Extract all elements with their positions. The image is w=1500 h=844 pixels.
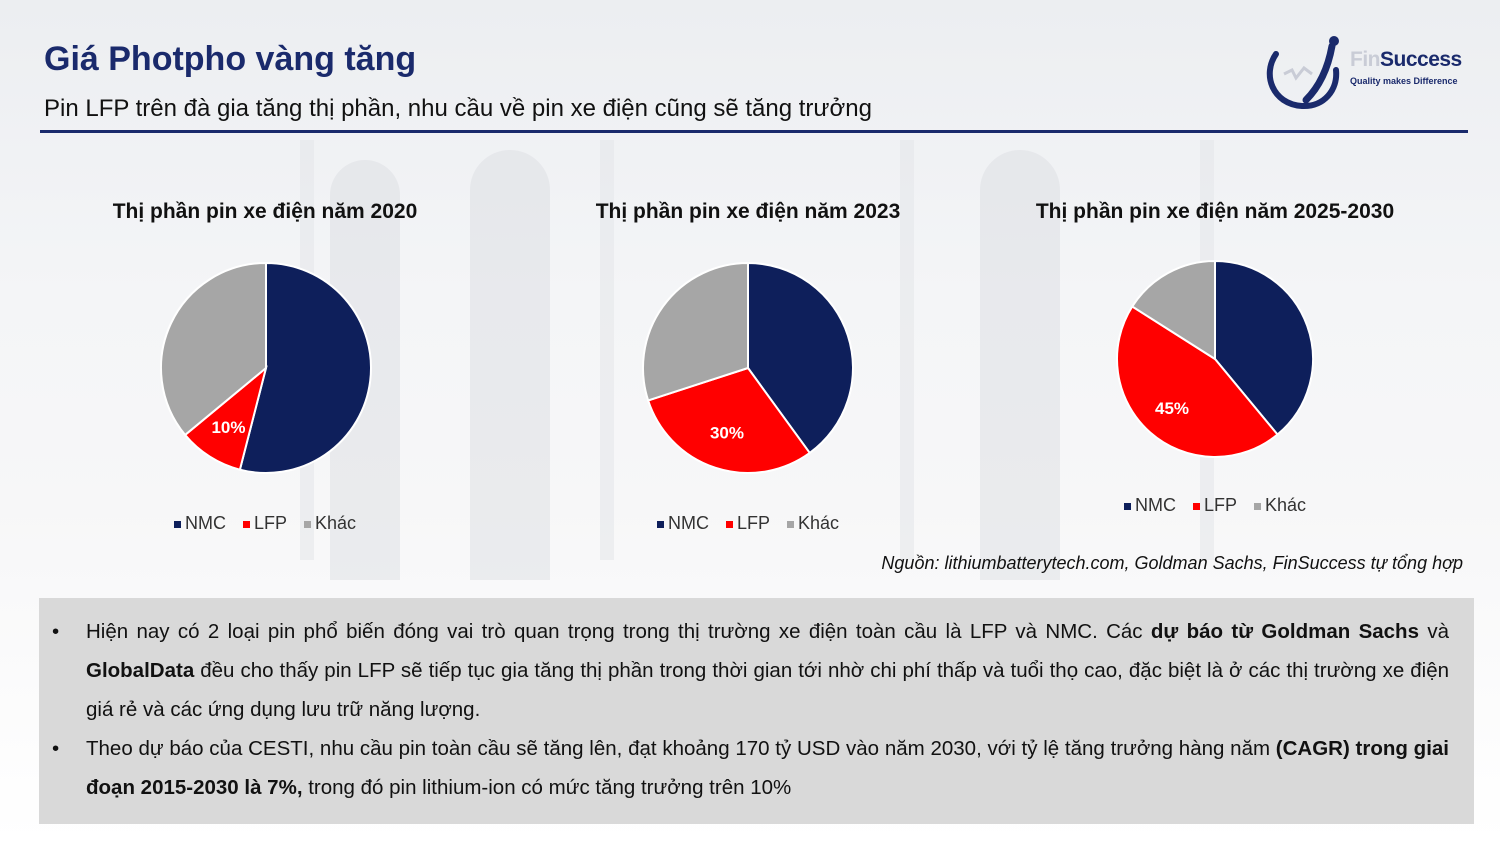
key-point-text: trong đó pin lithium-ion có mức tăng trư… [302,776,792,799]
legend-swatch-lfp [242,520,250,528]
key-point: • Hiện nay có 2 loại pin phổ biến đóng v… [52,612,1449,729]
legend-swatch-nmc [173,520,181,528]
chart-legend: NMC LFP Khác [1030,495,1400,516]
key-point: • Theo dự báo của CESTI, nhu cầu pin toà… [52,729,1449,807]
legend-item-nmc: NMC [656,513,709,534]
chart-legend: NMC LFP Khác [578,513,918,534]
legend-swatch-lfp [1192,502,1200,510]
page-title: Giá Photpho vàng tăng [44,40,417,78]
background-window-frame [900,140,914,560]
pie-slice-lfp [1116,305,1279,458]
key-point-emphasis: (CAGR) trong giai đoạn 2015-2030 là 7%, [86,737,1449,799]
key-point-emphasis: dự báo từ Goldman Sachs [1150,620,1419,643]
pie-data-label: 10% [211,418,245,437]
pie-slice-lfp [646,366,812,474]
legend-label: Khác [315,513,357,533]
legend-label: NMC [184,513,226,533]
legend-item-khac: Khác [787,513,839,534]
pie-slice-nmc [238,261,372,474]
logo-tagline: Quality makes Difference [1350,76,1458,86]
logo-wordmark: FinSuccess [1350,48,1462,72]
legend-item-khac: Khác [1254,495,1306,516]
key-point-emphasis: GlobalData [86,659,195,682]
pie-slice-nmc [747,261,854,455]
key-point-text: Hiện nay có 2 loại pin phổ biến đóng vai… [86,620,1151,643]
chart-legend: NMC LFP Khác [95,513,435,534]
legend-label: NMC [1134,495,1176,515]
legend-item-lfp: LFP [242,513,287,534]
pie-data-label: 30% [710,424,744,443]
logo-name-prefix: Fin [1350,48,1381,71]
bullet-marker: • [52,620,60,643]
legend-swatch-khac [787,520,794,528]
key-point-text: đều cho thấy pin LFP sẽ tiếp tục gia tăn… [86,659,1449,721]
legend-item-lfp: LFP [1192,495,1237,516]
logo-name-suffix: Success [1380,48,1462,71]
chart-2025-2030: Thị phần pin xe điện năm 2025-2030 45% N… [1030,195,1400,535]
chart-title: Thị phần pin xe điện năm 2020 [112,200,418,223]
source-note: Nguồn: lithiumbatterytech.com, Goldman S… [881,553,1463,573]
finsuccess-logo: FinSuccess Quality makes Difference [1262,34,1472,110]
legend-item-lfp: LFP [725,513,770,534]
legend-item-khac: Khác [304,513,356,534]
legend-item-nmc: NMC [1123,495,1176,516]
legend-label: LFP [1203,495,1237,515]
key-points-panel: • Hiện nay có 2 loại pin phổ biến đóng v… [39,598,1474,824]
legend-label: NMC [667,513,709,533]
key-points-list: • Hiện nay có 2 loại pin phổ biến đóng v… [39,598,1474,807]
background-silhouette [470,150,550,580]
legend-label: Khác [798,513,840,533]
chart-title: Thị phần pin xe điện năm 2023 [595,200,901,223]
header-divider [40,130,1468,133]
legend-label: Khác [1265,495,1307,515]
legend-label: LFP [253,513,287,533]
legend-swatch-khac [304,520,311,528]
legend-label: LFP [736,513,770,533]
bullet-marker: • [52,737,60,760]
pie-slice-khac [160,261,267,437]
pie-slice-khac [1130,259,1216,361]
pie-slice-khac [642,261,749,402]
pie-slice-lfp [183,365,268,471]
key-point-text: và [1418,620,1449,643]
legend-swatch-lfp [725,520,733,528]
chart-2020: Thị phần pin xe điện năm 2020 10% NMC LF… [95,195,435,545]
legend-item-nmc: NMC [173,513,226,534]
legend-swatch-nmc [1123,502,1131,510]
legend-swatch-khac [1254,502,1261,510]
legend-swatch-nmc [656,520,664,528]
chart-2023: Thị phần pin xe điện năm 2023 30% NMC LF… [578,195,918,545]
background-silhouette [980,150,1060,580]
pie-slice-nmc [1214,259,1314,436]
page-subtitle: Pin LFP trên đà gia tăng thị phần, nhu c… [44,95,872,122]
key-point-text: Theo dự báo của CESTI, nhu cầu pin toàn … [86,737,1276,760]
chart-title: Thị phần pin xe điện năm 2025-2030 [1035,200,1395,223]
logo-mark-icon [1266,36,1340,109]
pie-data-label: 45% [1155,399,1189,418]
background-window-frame [600,140,614,560]
